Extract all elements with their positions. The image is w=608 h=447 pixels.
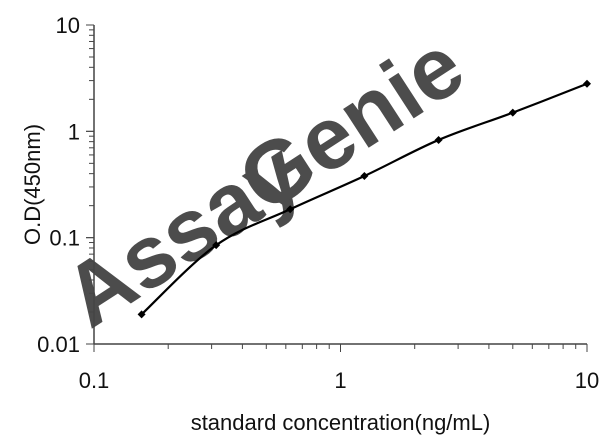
y-axis-title: O.D(450nm) bbox=[20, 124, 45, 245]
data-point bbox=[508, 108, 517, 117]
x-tick-label: 1 bbox=[334, 368, 346, 393]
tick-labels: 0.1 1 10 0.01 0.1 1 10 bbox=[37, 13, 599, 393]
data-point bbox=[137, 310, 146, 319]
x-axis-title: standard concentration(ng/mL) bbox=[191, 410, 491, 435]
data-point bbox=[212, 241, 221, 250]
x-tick-label: 0.1 bbox=[79, 368, 110, 393]
y-tick-label: 0.01 bbox=[37, 332, 80, 357]
data-point bbox=[434, 135, 443, 144]
data-point bbox=[583, 79, 591, 88]
data-point bbox=[286, 205, 295, 214]
y-tick-label: 10 bbox=[56, 13, 80, 38]
data-point bbox=[360, 172, 369, 181]
tick-marks bbox=[86, 24, 588, 352]
watermark-genie: Genie bbox=[221, 15, 480, 231]
y-tick-label: 1 bbox=[68, 119, 80, 144]
x-tick-label: 10 bbox=[575, 368, 599, 393]
data-series bbox=[137, 79, 591, 319]
assaygenie-watermark: Assay Genie bbox=[46, 15, 480, 346]
y-tick-label: 0.1 bbox=[49, 226, 80, 251]
